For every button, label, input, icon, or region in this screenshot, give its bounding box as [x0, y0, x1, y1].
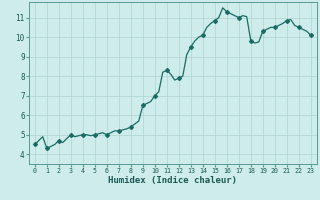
- X-axis label: Humidex (Indice chaleur): Humidex (Indice chaleur): [108, 176, 237, 185]
